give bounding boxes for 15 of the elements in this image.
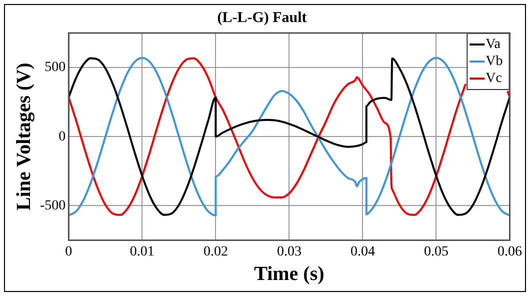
x-tick-label: 0.03: [276, 244, 302, 260]
y-tick-label: 500: [44, 60, 66, 76]
legend-label: Vb: [486, 54, 503, 70]
y-tick-label: -500: [40, 198, 66, 214]
x-tick-label: 0.04: [350, 244, 375, 260]
legend-label: Va: [486, 37, 502, 52]
x-axis-title: Time (s): [254, 263, 324, 286]
x-tick-label: 0.05: [424, 244, 448, 260]
chart-title: (L-L-G) Fault: [217, 10, 307, 26]
y-tick-label: 0: [58, 129, 66, 144]
x-tick-label: 0.06: [498, 244, 522, 260]
x-tick-label: 0.02: [203, 244, 228, 260]
x-tick-label: 0.01: [130, 244, 154, 260]
y-axis-title: Line Voltages (V): [13, 62, 36, 210]
legend-label: Vc: [486, 71, 502, 86]
